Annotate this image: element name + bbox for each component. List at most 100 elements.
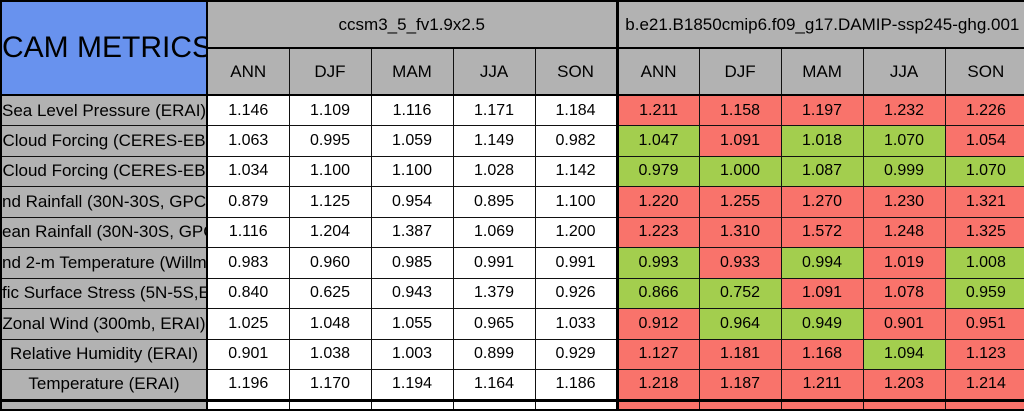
metric-value-cell-left: 0.901	[206, 338, 290, 370]
metric-value-cell-right-red: 1.091	[780, 277, 864, 309]
metric-value-cell-right-green: 0.959	[944, 277, 1024, 309]
metric-value-cell-left: 0.895	[452, 186, 536, 218]
metric-value-cell-clipped	[206, 398, 290, 411]
table-row: fic Surface Stress (5N-5S,E 0.840 0.625 0.9…	[0, 277, 1024, 309]
metric-value-cell-right-red: 1.255	[698, 186, 782, 218]
season-col-header-left-son: SON	[534, 47, 618, 96]
metric-value-cell-right-red: 1.218	[615, 369, 700, 402]
metric-value-cell-left: 1.184	[534, 94, 618, 126]
metric-value-cell-left: 0.625	[288, 277, 372, 309]
metric-value-cell-left: 1.063	[206, 125, 290, 157]
metric-value-cell-left: 0.926	[534, 277, 618, 309]
metric-value-cell-right-red: 0.951	[944, 308, 1024, 340]
season-col-header-right-ann: ANN	[615, 47, 700, 96]
metric-value-cell-right-red: 1.226	[944, 94, 1024, 126]
metric-value-cell-right-green: 1.000	[698, 155, 782, 187]
table-row: Temperature (ERAI) 1.196 1.170 1.194 1.164 1.…	[0, 369, 1024, 402]
metric-value-cell-right-red: 1.123	[944, 338, 1024, 370]
metric-value-cell-clipped	[615, 398, 700, 411]
metric-value-cell-left: 1.100	[370, 155, 454, 187]
metric-value-cell-right-red: 1.230	[862, 186, 946, 218]
model-header-right: b.e21.B1850cmip6.f09_g17.DAMIP-ssp245-gh…	[615, 0, 1024, 49]
table-title: CAM METRICS	[0, 0, 208, 96]
metric-value-cell-clipped	[370, 398, 454, 411]
model-header-row: CAM METRICS ccsm3_5_fv1.9x2.5 b.e21.B185…	[0, 0, 1024, 96]
season-col-header-left-djf: DJF	[288, 47, 372, 96]
metric-value-cell-left: 1.196	[206, 369, 290, 402]
row-label: Relative Humidity (ERAI)	[0, 338, 208, 370]
metric-value-cell-left: 1.069	[452, 216, 536, 248]
table-row: nd 2-m Temperature (Willm 0.983 0.960 0.985…	[0, 247, 1024, 279]
metric-value-cell-right-red: 1.248	[862, 216, 946, 248]
season-col-header-right-mam: MAM	[780, 47, 864, 96]
metric-value-cell-left: 1.034	[206, 155, 290, 187]
table-row: Cloud Forcing (CERES-EB 1.034 1.100 1.100 1.…	[0, 155, 1024, 187]
row-label: Temperature (ERAI)	[0, 369, 208, 402]
metric-value-cell-right-green: 0.964	[698, 308, 782, 340]
row-label: Cloud Forcing (CERES-EB	[0, 125, 208, 157]
season-col-header-left-jja: JJA	[452, 47, 536, 96]
metric-value-cell-left: 1.142	[534, 155, 618, 187]
metric-value-cell-left: 1.164	[452, 369, 536, 402]
metric-value-cell-right-green: 0.993	[615, 247, 700, 279]
metric-value-cell-right-red: 1.127	[615, 338, 700, 370]
metric-value-cell-right-green: 1.070	[944, 155, 1024, 187]
metric-value-cell-right-red: 1.211	[780, 369, 864, 402]
metric-value-cell-right-red: 1.270	[780, 186, 864, 218]
metric-value-cell-right-green: 0.999	[862, 155, 946, 187]
metric-value-cell-left: 0.982	[534, 125, 618, 157]
metric-value-cell-right-red: 1.572	[780, 216, 864, 248]
season-col-header-left-mam: MAM	[370, 47, 454, 96]
metric-value-cell-right-green: 0.752	[698, 277, 782, 309]
metric-value-cell-right-green: 0.994	[780, 247, 864, 279]
metric-value-cell-right-green: 1.008	[944, 247, 1024, 279]
metric-value-cell-left: 1.125	[288, 186, 372, 218]
metric-value-cell-left: 0.943	[370, 277, 454, 309]
table-row: Zonal Wind (300mb, ERAI) 1.025 1.048 1.055 0…	[0, 308, 1024, 340]
metric-value-cell-right-red: 1.232	[862, 94, 946, 126]
metric-value-cell-right-red: 1.181	[698, 338, 782, 370]
metric-value-cell-left: 1.379	[452, 277, 536, 309]
metric-value-cell-right-red: 1.197	[780, 94, 864, 126]
metric-value-cell-left: 0.985	[370, 247, 454, 279]
table-row: nd Rainfall (30N-30S, GPC 0.879 1.125 0.954…	[0, 186, 1024, 218]
metric-value-cell-right-green: 0.866	[615, 277, 700, 309]
metric-value-cell-right-green: 1.094	[862, 338, 946, 370]
metric-value-cell-left: 1.033	[534, 308, 618, 340]
metric-value-cell-clipped	[944, 398, 1024, 411]
metric-value-cell-right-red: 1.019	[862, 247, 946, 279]
metric-value-cell-right-green: 1.047	[615, 125, 700, 157]
metric-value-cell-left: 0.995	[288, 125, 372, 157]
row-label-clipped	[0, 398, 208, 411]
metric-value-cell-right-red: 1.321	[944, 186, 1024, 218]
metric-value-cell-left: 1.186	[534, 369, 618, 402]
metric-value-cell-left: 0.965	[452, 308, 536, 340]
season-col-header-right-djf: DJF	[698, 47, 782, 96]
metric-value-cell-right-red: 1.220	[615, 186, 700, 218]
metric-value-cell-left: 1.048	[288, 308, 372, 340]
metric-value-cell-right-red: 0.933	[698, 247, 782, 279]
metric-value-cell-right-red: 1.203	[862, 369, 946, 402]
season-col-header-right-son: SON	[944, 47, 1024, 96]
row-label: Sea Level Pressure (ERAI)	[0, 94, 208, 126]
metric-value-cell-right-red: 1.310	[698, 216, 782, 248]
table-row: Cloud Forcing (CERES-EB 1.063 0.995 1.059 1.…	[0, 125, 1024, 157]
metric-value-cell-right-red: 1.168	[780, 338, 864, 370]
metric-value-cell-right-green: 1.070	[862, 125, 946, 157]
metric-value-cell-clipped	[698, 398, 782, 411]
metric-value-cell-left: 1.170	[288, 369, 372, 402]
metric-value-cell-right-red: 0.901	[862, 308, 946, 340]
metric-value-cell-right-green: 1.018	[780, 125, 864, 157]
metric-value-cell-left: 1.100	[534, 186, 618, 218]
metric-value-cell-clipped	[862, 398, 946, 411]
metric-value-cell-left: 1.025	[206, 308, 290, 340]
metric-value-cell-right-red: 1.325	[944, 216, 1024, 248]
metric-value-cell-clipped	[452, 398, 536, 411]
metric-value-cell-left: 1.100	[288, 155, 372, 187]
metric-value-cell-left: 1.146	[206, 94, 290, 126]
row-label: Zonal Wind (300mb, ERAI)	[0, 308, 208, 340]
row-label: ean Rainfall (30N-30S, GPC	[0, 216, 208, 248]
metric-value-cell-right-green: 0.979	[615, 155, 700, 187]
metric-value-cell-left: 0.960	[288, 247, 372, 279]
